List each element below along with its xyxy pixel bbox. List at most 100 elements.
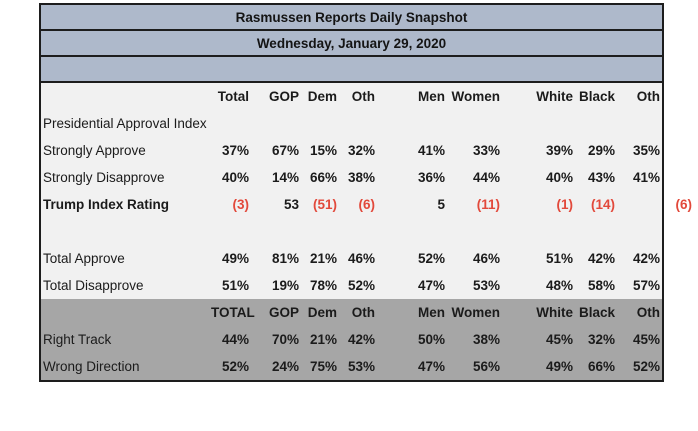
value-text: 56%	[472, 359, 500, 374]
value-cell: 24%	[251, 353, 301, 380]
table-row: Total Approve 49% 81% 21% 46% 52% 46% 51% 42% 42%	[41, 245, 662, 272]
value-text: (6)	[675, 197, 693, 212]
row-label: Strongly Disapprove	[43, 170, 165, 185]
value-cell: 44%	[447, 164, 502, 191]
header-empty-cell	[41, 83, 211, 110]
value-cell: 78%	[301, 272, 339, 299]
value-text: 66%	[309, 170, 337, 185]
column-header: Dem	[301, 299, 339, 326]
value-cell: 32%	[575, 326, 617, 353]
value-text: 35%	[632, 143, 660, 158]
value-cell: 46%	[339, 245, 377, 272]
value-cell: 75%	[301, 353, 339, 380]
column-header: Women	[447, 299, 502, 326]
value-text: 38%	[347, 170, 375, 185]
value-cell: 21%	[301, 326, 339, 353]
value-cell: 53	[251, 191, 301, 218]
column-header: Oth	[339, 299, 377, 326]
value-cell: 66%	[301, 164, 339, 191]
value-text: 39%	[545, 143, 573, 158]
value-text: 36%	[417, 170, 445, 185]
value-cell: 41%	[377, 137, 447, 164]
value-cell: 37%	[211, 137, 251, 164]
value-cell: 44%	[211, 326, 251, 353]
table-row: Strongly Approve 37% 67% 15% 32% 41% 33% 39% 29%…	[41, 137, 662, 164]
value-cell: (6)	[339, 191, 377, 218]
rasmussen-snapshot-table: Rasmussen Reports Daily Snapshot Wednesd…	[39, 3, 692, 382]
value-cell: (1)	[502, 191, 575, 218]
value-cell: 52%	[211, 353, 251, 380]
value-text: 38%	[472, 332, 500, 347]
header-empty-cell	[41, 299, 211, 326]
value-text: 57%	[632, 278, 660, 293]
section-label-row-cell: Presidential Approval Index	[43, 116, 207, 131]
value-cell: 42%	[575, 245, 617, 272]
value-text: 53	[283, 197, 299, 212]
value-text: 47%	[417, 278, 445, 293]
table-row: Strongly Disapprove 40% 14% 66% 38% 36% 44% 40%…	[41, 164, 662, 191]
column-header: Dem	[307, 89, 337, 104]
value-text: 66%	[587, 359, 615, 374]
value-text: 52%	[347, 278, 375, 293]
value-text: 41%	[417, 143, 445, 158]
value-cell: 51%	[211, 272, 251, 299]
value-cell: 70%	[251, 326, 301, 353]
column-header: GOP	[268, 89, 299, 104]
value-text: 42%	[632, 251, 660, 266]
bottom-column-header-row: TOTAL GOP Dem Oth Men Women White Black Oth	[41, 299, 662, 326]
section-label-row: Presidential Approval Index	[41, 110, 662, 137]
value-cell: 38%	[447, 326, 502, 353]
value-text: 46%	[347, 251, 375, 266]
value-text: 21%	[309, 251, 337, 266]
value-cell: 32%	[339, 137, 377, 164]
value-cell: 81%	[251, 245, 301, 272]
table-row: Total Disapprove 51% 19% 78% 52% 47% 53% 48% 58%…	[41, 272, 662, 299]
value-cell: 53%	[339, 353, 377, 380]
value-cell: 19%	[251, 272, 301, 299]
row-label: Strongly Approve	[43, 143, 146, 158]
value-cell: 47%	[377, 353, 447, 380]
value-text: 19%	[271, 278, 299, 293]
column-header: Men	[377, 299, 447, 326]
value-cell: 52%	[377, 245, 447, 272]
value-cell: 40%	[211, 164, 251, 191]
value-cell: 14%	[251, 164, 301, 191]
value-cell: 58%	[575, 272, 617, 299]
value-text: 58%	[587, 278, 615, 293]
value-cell: (11)	[447, 191, 502, 218]
value-text: (51)	[312, 197, 337, 212]
value-text: 40%	[221, 170, 249, 185]
value-cell: 52%	[617, 353, 662, 380]
column-header: Black	[578, 89, 615, 104]
value-cell: 50%	[377, 326, 447, 353]
value-text: 42%	[587, 251, 615, 266]
value-text: 49%	[545, 359, 573, 374]
value-text: (6)	[358, 197, 376, 212]
value-cell: 42%	[617, 245, 662, 272]
value-text: 47%	[417, 359, 445, 374]
column-header: Men	[418, 89, 445, 104]
value-text: 45%	[545, 332, 573, 347]
value-text: 52%	[632, 359, 660, 374]
blank-spacer-row-cell	[41, 218, 662, 245]
value-text: 78%	[309, 278, 337, 293]
value-text: 45%	[632, 332, 660, 347]
value-cell: 15%	[301, 137, 339, 164]
table-date: Wednesday, January 29, 2020	[41, 31, 662, 57]
value-text: 51%	[545, 251, 573, 266]
value-text: 46%	[472, 251, 500, 266]
table-title: Rasmussen Reports Daily Snapshot	[41, 5, 662, 31]
value-text: 32%	[347, 143, 375, 158]
value-cell: (3)	[211, 191, 251, 218]
value-text: 37%	[221, 143, 249, 158]
value-text: 15%	[309, 143, 337, 158]
column-header: White	[536, 89, 573, 104]
column-header: Oth	[636, 89, 660, 104]
column-header: Oth	[351, 89, 375, 104]
poll-data-table: Total GOP Dem Oth Men Women White Black Oth Presi…	[41, 83, 692, 380]
value-text: (1)	[556, 197, 574, 212]
value-text: (3)	[232, 197, 250, 212]
value-cell: 66%	[575, 353, 617, 380]
column-header: White	[502, 299, 575, 326]
value-text: 14%	[271, 170, 299, 185]
